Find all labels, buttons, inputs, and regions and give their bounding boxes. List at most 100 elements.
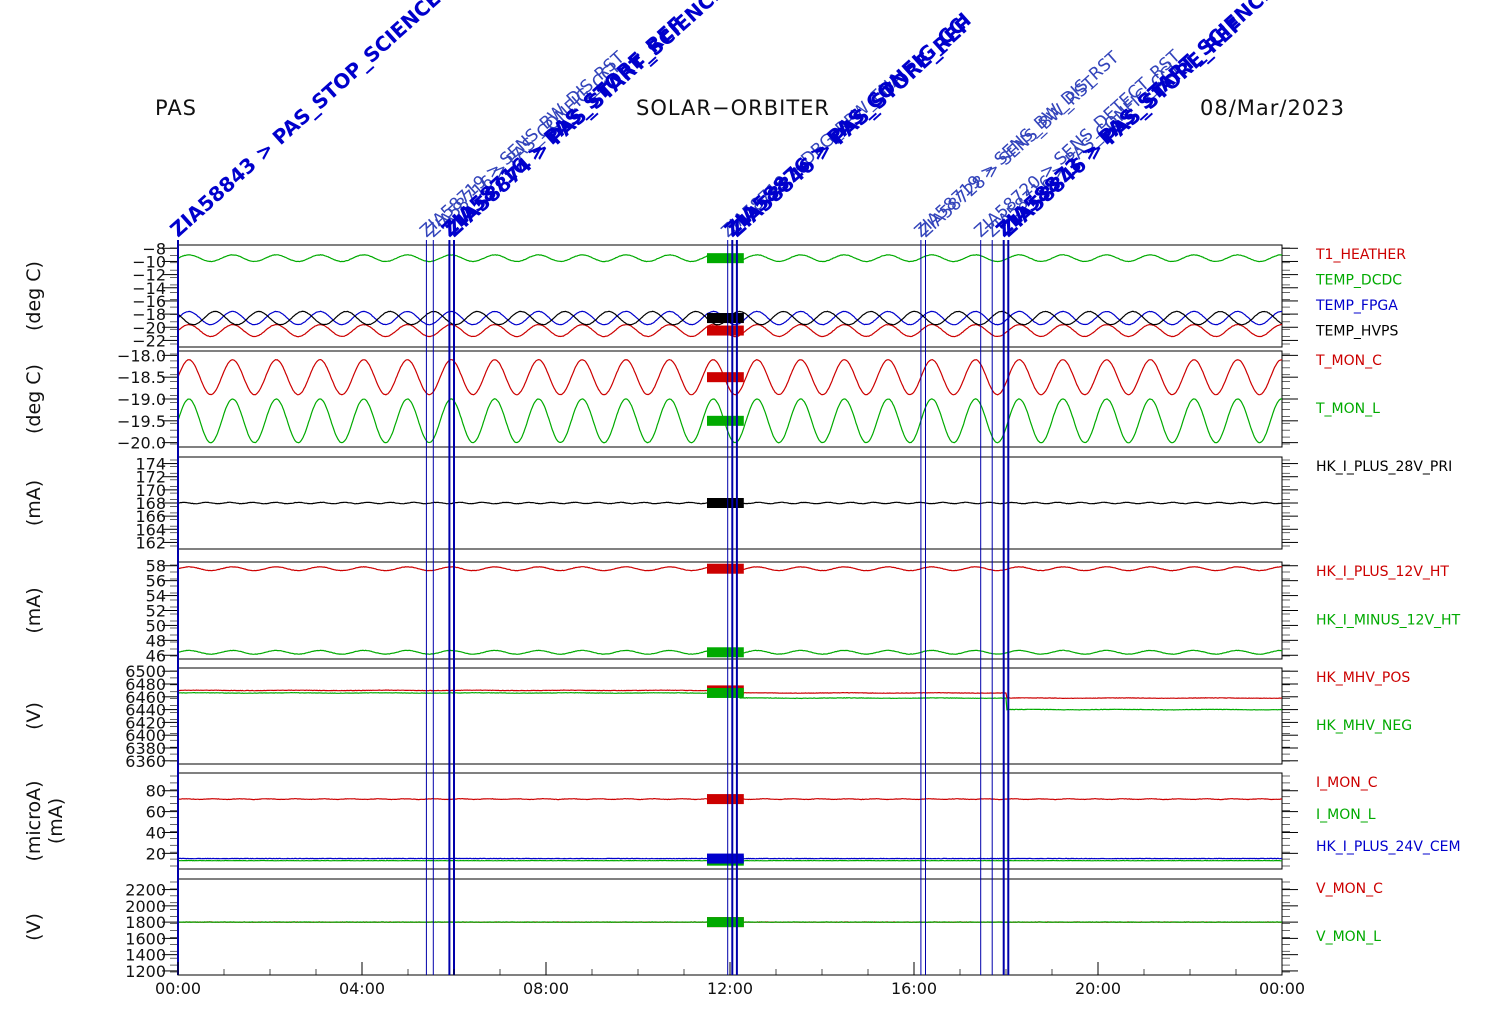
- series-burst-hk-i-plus-12v-ht: [707, 563, 744, 574]
- y-tick-label: 46: [146, 646, 166, 665]
- legend-v-mon-l: V_MON_L: [1316, 929, 1381, 945]
- legend-t-mon-c: T_MON_C: [1315, 353, 1382, 369]
- legend-hk-i-minus-12v-ht: HK_I_MINUS_12V_HT: [1316, 613, 1461, 629]
- y-tick-label: 6460: [125, 688, 166, 707]
- legend-hk-i-plus-28v-pri: HK_I_PLUS_28V_PRI: [1316, 459, 1452, 475]
- y-tick-label: 6420: [125, 713, 166, 732]
- series-burst-v-mon-l: [707, 917, 744, 928]
- y-tick-label: 50: [146, 616, 166, 635]
- y-tick-label: 48: [146, 631, 166, 650]
- x-tick-label: 04:00: [339, 979, 385, 998]
- panel-1: −8−10−12−14−16−18−20−22 (deg C) T1_HEATHER…: [23, 239, 1406, 350]
- y-tick-label: −18.0: [117, 346, 166, 365]
- y-tick-label: 1800: [125, 913, 166, 932]
- y-tick-label: 172: [135, 468, 166, 487]
- y-tick-label: 6360: [125, 752, 166, 771]
- y-tick-label: 2200: [125, 881, 166, 900]
- legend-i-mon-l: I_MON_L: [1316, 807, 1376, 823]
- y-tick-label: 56: [146, 572, 166, 591]
- legend-hk-i-plus-12v-ht: HK_I_PLUS_12V_HT: [1316, 564, 1449, 580]
- y-tick-label: 80: [146, 782, 166, 801]
- x-tick-label: 16:00: [891, 979, 937, 998]
- y-tick-label: 58: [146, 557, 166, 576]
- y-tick-label: −20: [132, 318, 166, 337]
- y-tick-label: −12: [132, 266, 166, 285]
- y-axis-label: (mA): [23, 587, 45, 633]
- y-tick-label: −16: [132, 292, 166, 311]
- y-tick-label: 52: [146, 602, 166, 621]
- x-tick-label: 00:00: [1259, 979, 1305, 998]
- y-tick-label: 166: [135, 507, 166, 526]
- event-label: ZIA58843 > PAS_STOP_SCIENCE: [165, 0, 445, 242]
- instrument-label: PAS: [155, 96, 198, 120]
- y-tick-label: −10: [132, 252, 166, 271]
- date-label: 08/Mar/2023: [1200, 96, 1345, 120]
- series-burst-t1-heather: [707, 325, 744, 336]
- y-tick-label: 60: [146, 803, 166, 822]
- y-tick-label: 6500: [125, 662, 166, 681]
- x-tick-label: 20:00: [1075, 979, 1121, 998]
- y-tick-label: 174: [135, 455, 166, 474]
- y-tick-label: −22: [132, 331, 166, 350]
- x-tick-label: 08:00: [523, 979, 569, 998]
- event-label: ZIA58874 > PAS_START_SCIENCE: [441, 0, 729, 242]
- legend-temp-hvps: TEMP_HVPS: [1315, 324, 1398, 340]
- mission-label: SOLAR−ORBITER: [636, 96, 831, 120]
- legend-hk-mhv-pos: HK_MHV_POS: [1316, 670, 1410, 686]
- panel-2: −18.0 −18.5 −19.0 −19.5 −20.0 (deg C) T_MON_C T…: [23, 346, 1382, 452]
- y-tick-label: 164: [135, 520, 166, 539]
- legend-t-mon-l: T_MON_L: [1315, 401, 1380, 417]
- y-axis-label: (microA): [23, 780, 45, 861]
- series-burst-hk-i-minus-12v-ht: [707, 647, 744, 658]
- series-burst-temp-hvps: [707, 313, 744, 324]
- y-axis-label: (deg C): [23, 261, 45, 331]
- x-tick-label: 12:00: [707, 979, 753, 998]
- y-tick-label: 2000: [125, 897, 166, 916]
- y-axis-label: (mA): [45, 798, 67, 844]
- series-burst-hk-i-plus-24v-cem: [707, 853, 744, 864]
- legend-hk-i-plus-24v-cem: HK_I_PLUS_24V_CEM: [1316, 839, 1461, 855]
- y-axis-label: (deg C): [23, 364, 45, 434]
- y-tick-label: 1400: [125, 946, 166, 965]
- x-tick-label: 00:00: [155, 979, 201, 998]
- y-tick-label: 54: [146, 587, 166, 606]
- y-tick-label: 6480: [125, 675, 166, 694]
- series-burst-t-mon-c: [707, 372, 744, 383]
- y-tick-label: 1600: [125, 929, 166, 948]
- y-axis-label: (V): [23, 702, 45, 730]
- series-burst-hk-mhv-neg: [707, 687, 744, 698]
- y-axis-label: (mA): [23, 480, 45, 526]
- legend-temp-fpga: TEMP_FPGA: [1315, 298, 1398, 314]
- y-tick-label: 1200: [125, 962, 166, 981]
- x-axis: 00:00 04:00 08:00 12:00 16:00 20:00 00:00: [155, 962, 1305, 998]
- y-tick-label: −8: [142, 239, 166, 258]
- legend-i-mon-c: I_MON_C: [1316, 775, 1378, 791]
- y-tick-label: 162: [135, 533, 166, 552]
- y-tick-label: −14: [132, 279, 166, 298]
- legend-v-mon-c: V_MON_C: [1316, 881, 1383, 897]
- legend-t1-heather: T1_HEATHER: [1315, 247, 1406, 263]
- series-burst-t-mon-l: [707, 415, 744, 426]
- series-line-t-mon-l: [177, 398, 1282, 444]
- y-tick-label: −18.5: [117, 368, 166, 387]
- series-burst-hk-i-plus-28v-pri: [707, 498, 744, 508]
- y-tick-label: −19.0: [117, 390, 166, 409]
- y-axis-label: (V): [23, 913, 45, 941]
- y-tick-label: 170: [135, 481, 166, 500]
- legend-hk-mhv-neg: HK_MHV_NEG: [1316, 718, 1412, 734]
- series-burst-temp-dcdc: [707, 253, 744, 264]
- y-tick-label: 6400: [125, 726, 166, 745]
- y-tick-label: −19.5: [117, 412, 166, 431]
- y-tick-label: 40: [146, 823, 166, 842]
- y-tick-label: −20.0: [117, 434, 166, 453]
- y-tick-label: 168: [135, 494, 166, 513]
- y-tick-label: −18: [132, 305, 166, 324]
- panel-frame: [177, 667, 1283, 765]
